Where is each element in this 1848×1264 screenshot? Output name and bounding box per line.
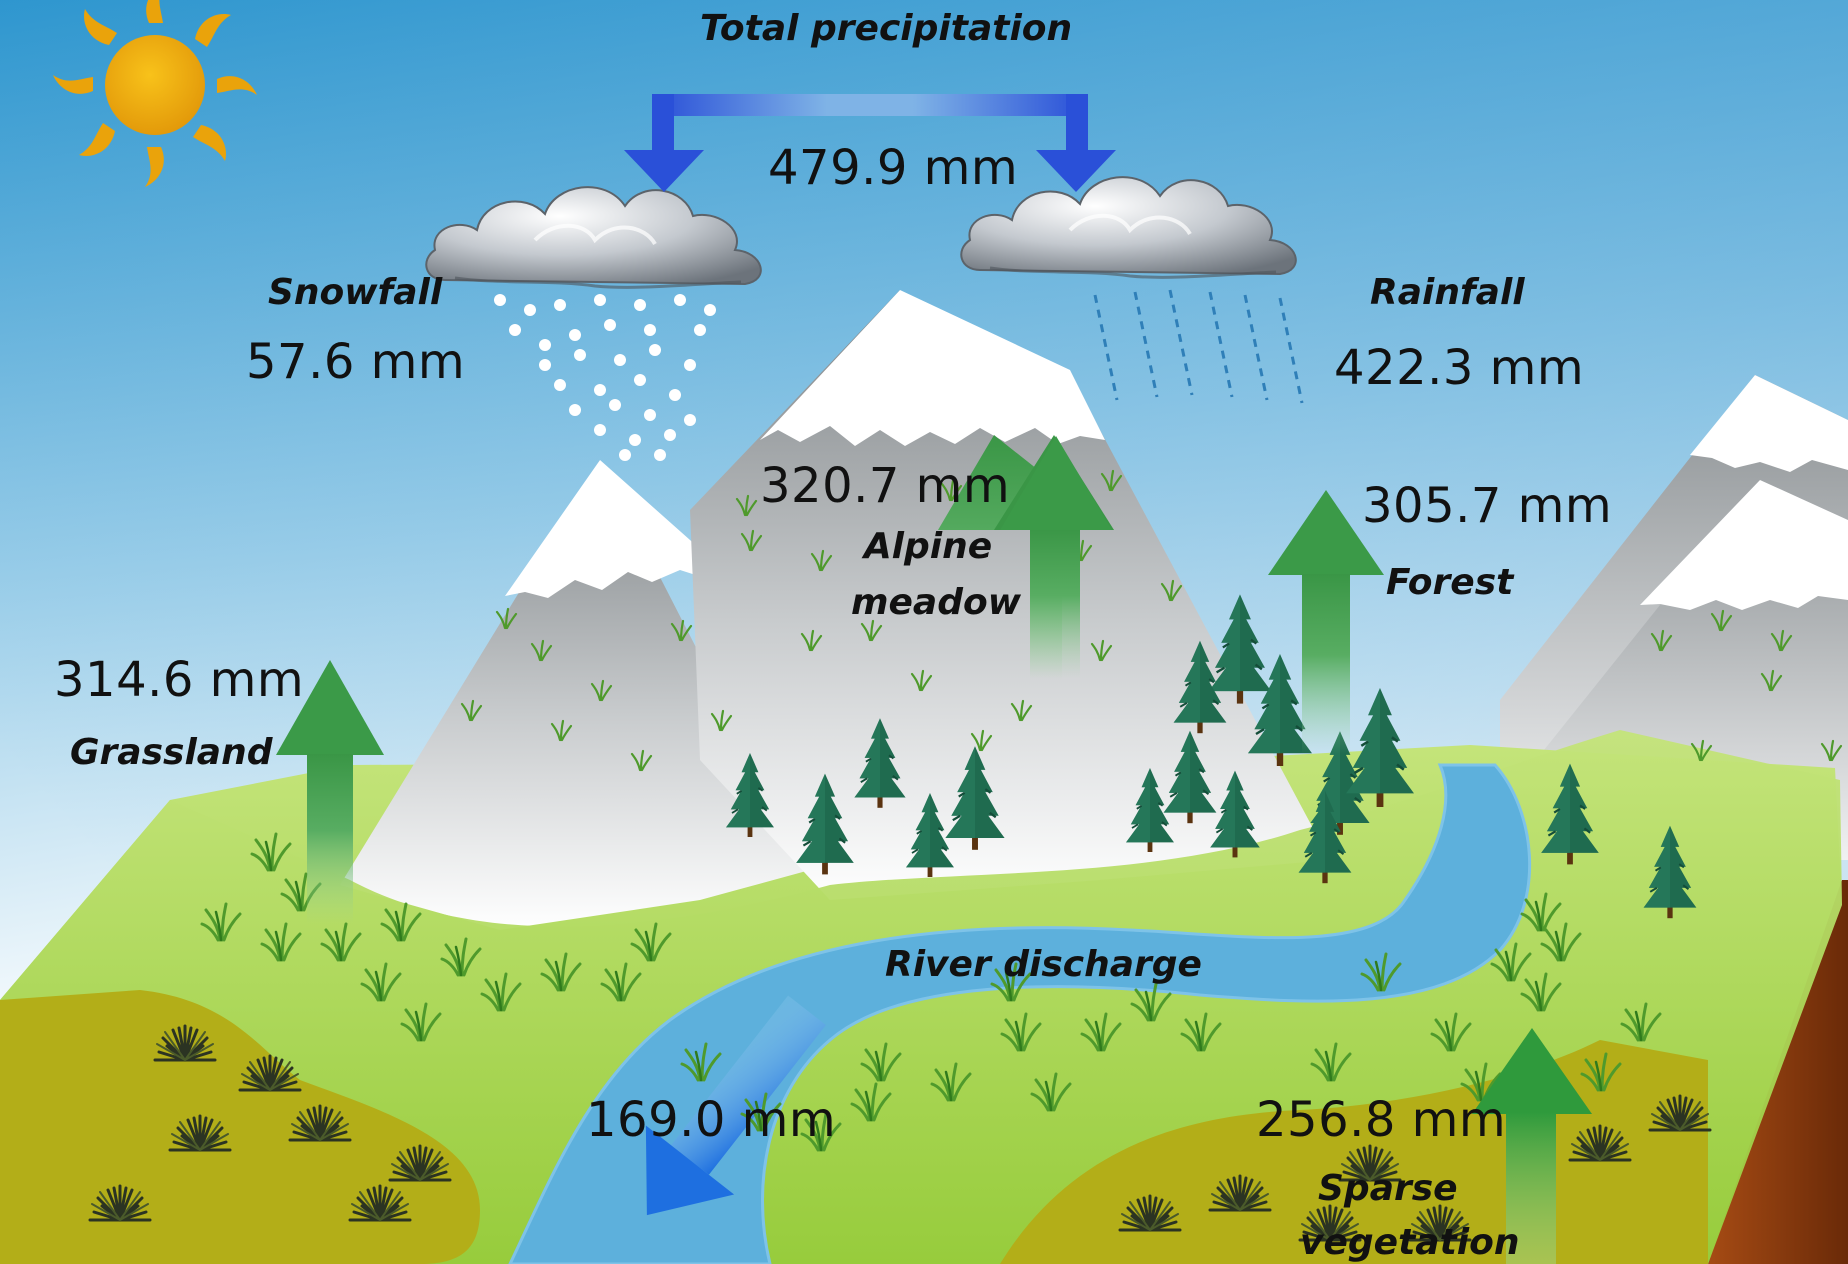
rain-drop <box>1133 291 1159 398</box>
snowflake-dot <box>684 359 696 371</box>
rain-drop <box>1168 289 1194 396</box>
snowflake-dot <box>619 449 631 461</box>
alpine-meadow-label-line1: Alpine <box>863 526 993 567</box>
snowflake-dot <box>569 329 581 341</box>
rain-drop <box>1093 294 1119 401</box>
forest-label: Forest <box>1386 562 1514 603</box>
snowflake-dot <box>539 359 551 371</box>
snowflake-dot <box>634 374 646 386</box>
snowflake-dot <box>664 429 676 441</box>
mountain-icon <box>690 290 1330 900</box>
sun-icon <box>53 0 257 187</box>
river <box>508 763 1532 1264</box>
grassland-label: Grassland <box>70 732 273 773</box>
snowflake-dot <box>614 354 626 366</box>
rain-drops <box>1093 289 1304 404</box>
rain-drop <box>1208 291 1234 398</box>
snowflake-dot <box>609 399 621 411</box>
snowflake-dot <box>634 299 646 311</box>
snowflake-dot <box>674 294 686 306</box>
snowflake-dot <box>594 424 606 436</box>
snowflake-dot <box>554 299 566 311</box>
forest-value: 305.7 mm <box>1362 478 1613 534</box>
total-precipitation-title: Total precipitation <box>700 8 1073 49</box>
alpine-meadow-value: 320.7 mm <box>760 458 1011 514</box>
snowflake-dot <box>604 319 616 331</box>
snowflake-dot <box>669 389 681 401</box>
snowflake-dot <box>569 404 581 416</box>
snowfall-label: Snowfall <box>268 272 443 313</box>
alpine-meadow-label-line2: meadow <box>851 582 1021 623</box>
river-discharge-label: River discharge <box>885 944 1202 985</box>
snowflake-dot <box>654 449 666 461</box>
snowflake-dot <box>509 324 521 336</box>
sparse-vegetation-label-line1: Sparse <box>1318 1168 1458 1209</box>
grassland-value: 314.6 mm <box>54 652 305 708</box>
rainfall-value: 422.3 mm <box>1334 340 1585 396</box>
rain-drop <box>1278 297 1304 404</box>
snowflake-dot <box>594 384 606 396</box>
discharge-arrow <box>645 995 826 1216</box>
snowflake-dot <box>494 294 506 306</box>
sparse-vegetation-value: 256.8 mm <box>1256 1092 1507 1148</box>
snowfall-value: 57.6 mm <box>246 334 466 390</box>
snowflake-dot <box>524 304 536 316</box>
mountain-icon <box>340 460 810 930</box>
snowflake-dot <box>694 324 706 336</box>
snowflake-dot <box>539 339 551 351</box>
snowflake-dot <box>704 304 716 316</box>
snowflake-dot <box>644 409 656 421</box>
snowflake-dot <box>554 379 566 391</box>
et-arrow-alpine-main <box>1000 436 1112 530</box>
snowflake-dot <box>644 324 656 336</box>
sparse-vegetation-label-line2: vegetation <box>1300 1222 1520 1263</box>
et-arrow-sparse <box>1472 1028 1592 1264</box>
river-discharge-value: 169.0 mm <box>586 1092 837 1148</box>
snowflake-dot <box>629 434 641 446</box>
et-arrow-grassland <box>276 660 384 924</box>
et-arrow-forest <box>1268 490 1384 754</box>
snowflake-dot <box>574 349 586 361</box>
precipitation-arrow <box>624 94 1116 192</box>
snowflake-dots <box>494 294 716 461</box>
rainfall-label: Rainfall <box>1370 272 1525 313</box>
total-precipitation-value: 479.9 mm <box>768 140 1019 196</box>
snowflake-dot <box>684 414 696 426</box>
rain-drop <box>1243 294 1269 401</box>
snowflake-dot <box>594 294 606 306</box>
snowflake-dot <box>649 344 661 356</box>
